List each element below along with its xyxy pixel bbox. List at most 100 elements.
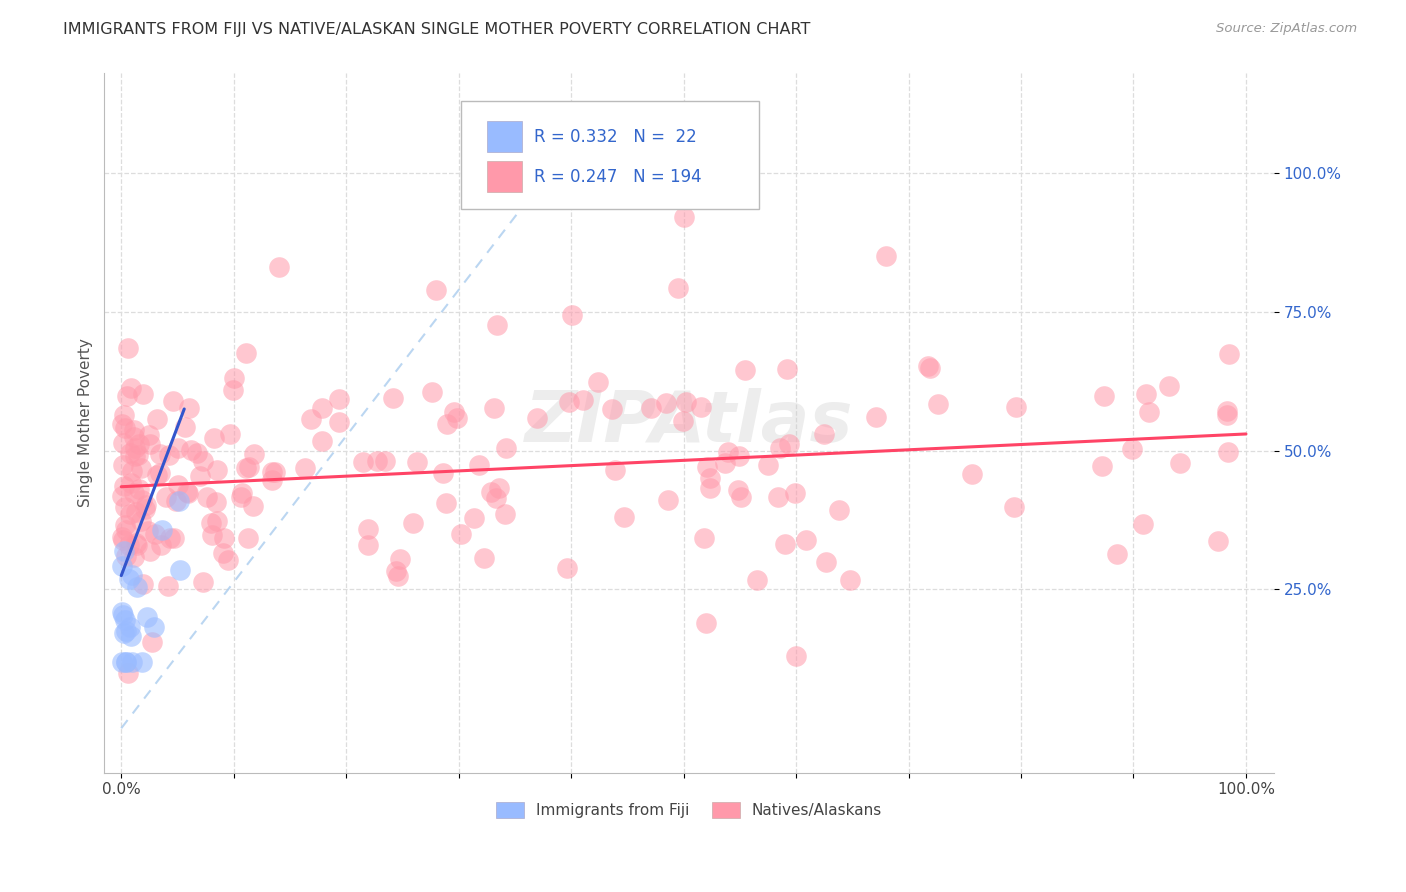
Point [434, 496, 457, 510]
Point [229, 490, 252, 504]
Point [179, 401, 201, 415]
Point [211, 546, 233, 560]
FancyBboxPatch shape [486, 121, 522, 152]
Point [600, 402, 623, 417]
Point [238, 460, 260, 475]
Point [1170, 456, 1192, 470]
Point [1208, 534, 1230, 549]
Point [174, 419, 197, 434]
Point [479, 485, 502, 500]
Point [122, 430, 145, 444]
Point [865, 409, 887, 424]
Point [111, 655, 134, 669]
Point [159, 531, 181, 545]
Point [125, 536, 148, 550]
Point [558, 394, 581, 409]
Point [728, 449, 751, 463]
Point [1215, 403, 1237, 417]
Point [136, 609, 159, 624]
Y-axis label: Single Mother Poverty: Single Mother Poverty [79, 338, 93, 508]
Point [128, 482, 150, 496]
Point [219, 426, 242, 441]
Point [135, 498, 157, 512]
Point [134, 502, 156, 516]
Point [747, 573, 769, 587]
Point [794, 533, 817, 547]
Point [235, 461, 257, 475]
Point [666, 281, 689, 295]
Point [727, 483, 749, 498]
Point [231, 485, 253, 500]
Point [387, 569, 409, 583]
Point [357, 538, 380, 552]
Point [224, 370, 246, 384]
Point [526, 411, 548, 425]
Point [463, 510, 485, 524]
Point [1135, 387, 1157, 401]
Point [382, 391, 405, 405]
Point [785, 649, 807, 664]
Point [672, 414, 695, 428]
Point [406, 455, 429, 469]
Point [374, 454, 396, 468]
Point [222, 383, 245, 397]
Point [169, 563, 191, 577]
Point [111, 533, 134, 547]
Point [235, 345, 257, 359]
Point [420, 384, 443, 399]
Point [201, 528, 224, 542]
Point [242, 447, 264, 461]
Point [124, 442, 146, 456]
Point [114, 500, 136, 515]
Point [1216, 408, 1239, 422]
Text: ZIPAtlas: ZIPAtlas [524, 388, 853, 458]
Point [112, 408, 135, 422]
Point [693, 531, 716, 545]
Point [920, 361, 942, 376]
Point [180, 443, 202, 458]
Point [138, 427, 160, 442]
Point [425, 283, 447, 297]
Point [150, 523, 173, 537]
Text: Source: ZipAtlas.com: Source: ZipAtlas.com [1216, 22, 1357, 36]
Legend: Immigrants from Fiji, Natives/Alaskans: Immigrants from Fiji, Natives/Alaskans [491, 797, 889, 824]
Point [125, 538, 148, 552]
Point [696, 460, 718, 475]
Point [117, 341, 139, 355]
FancyBboxPatch shape [486, 161, 522, 192]
Point [1005, 400, 1028, 414]
Point [446, 411, 468, 425]
Point [149, 466, 172, 480]
Point [730, 490, 752, 504]
Point [143, 620, 166, 634]
Point [402, 516, 425, 530]
Point [236, 531, 259, 545]
Point [756, 458, 779, 472]
Point [111, 489, 134, 503]
Point [131, 493, 153, 508]
Point [115, 655, 138, 669]
Point [485, 318, 508, 332]
Point [734, 363, 756, 377]
Point [927, 397, 949, 411]
Point [717, 444, 740, 458]
Point [264, 466, 287, 480]
Point [217, 553, 239, 567]
Point [1159, 378, 1181, 392]
Point [613, 510, 636, 524]
Point [311, 434, 333, 449]
Point [242, 499, 264, 513]
Point [167, 441, 190, 455]
Point [195, 490, 218, 504]
Point [114, 549, 136, 563]
Point [177, 486, 200, 500]
Point [155, 491, 177, 505]
Point [443, 405, 465, 419]
Point [1218, 346, 1240, 360]
Point [699, 481, 721, 495]
Point [111, 558, 134, 573]
Point [114, 518, 136, 533]
Point [202, 431, 225, 445]
Point [713, 456, 735, 470]
Point [555, 561, 578, 575]
